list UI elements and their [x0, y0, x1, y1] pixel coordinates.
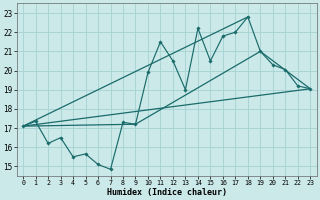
X-axis label: Humidex (Indice chaleur): Humidex (Indice chaleur)	[107, 188, 227, 197]
